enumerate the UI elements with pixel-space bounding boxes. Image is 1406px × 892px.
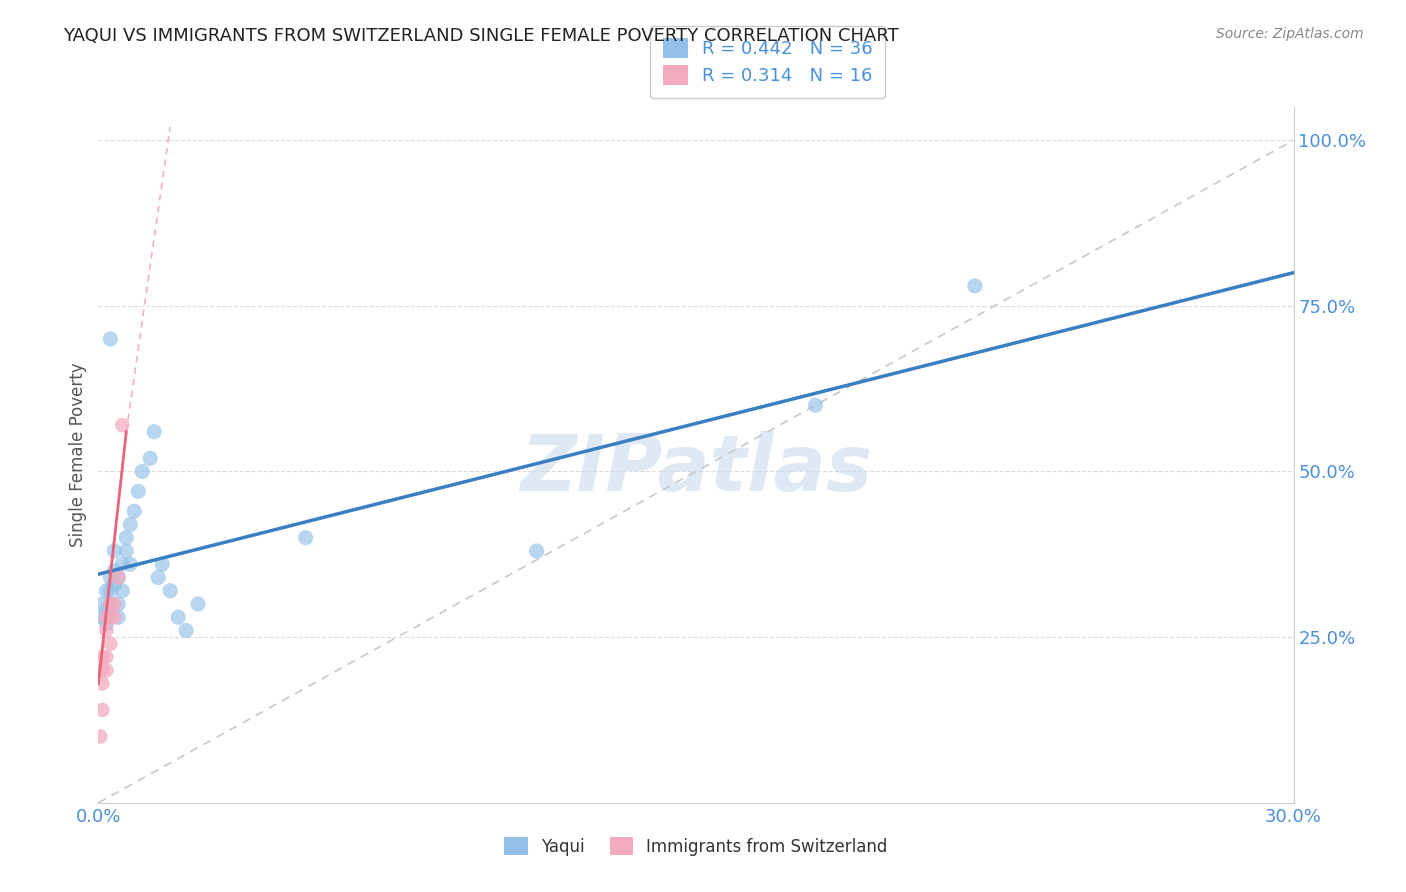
Point: [98, 570, 122, 584]
Point: [804, 398, 827, 412]
Point: [526, 544, 548, 558]
Point: [96, 663, 118, 677]
Point: [96, 610, 118, 624]
Point: [91, 650, 114, 665]
Point: [91, 676, 114, 690]
Point: [187, 597, 209, 611]
Point: [159, 583, 181, 598]
Point: [96, 624, 118, 638]
Point: [91, 597, 114, 611]
Point: [148, 570, 170, 584]
Point: [294, 531, 316, 545]
Point: [103, 544, 125, 558]
Point: [124, 504, 146, 518]
Point: [98, 597, 122, 611]
Text: ZIPatlas: ZIPatlas: [520, 431, 872, 507]
Point: [120, 558, 142, 572]
Point: [150, 558, 173, 572]
Point: [96, 583, 118, 598]
Point: [98, 637, 122, 651]
Point: [98, 610, 122, 624]
Point: [127, 484, 149, 499]
Point: [91, 703, 114, 717]
Legend: Yaqui, Immigrants from Switzerland: Yaqui, Immigrants from Switzerland: [496, 829, 896, 864]
Point: [115, 544, 138, 558]
Point: [98, 597, 122, 611]
Point: [96, 616, 118, 631]
Point: [96, 650, 118, 665]
Point: [107, 610, 129, 624]
Point: [98, 332, 122, 346]
Point: [89, 730, 111, 744]
Point: [167, 610, 190, 624]
Point: [143, 425, 166, 439]
Point: [98, 583, 122, 598]
Text: YAQUI VS IMMIGRANTS FROM SWITZERLAND SINGLE FEMALE POVERTY CORRELATION CHART: YAQUI VS IMMIGRANTS FROM SWITZERLAND SIN…: [63, 27, 898, 45]
Point: [963, 279, 986, 293]
Point: [111, 418, 134, 433]
Point: [91, 610, 114, 624]
Point: [131, 465, 153, 479]
Point: [107, 597, 129, 611]
Point: [111, 558, 134, 572]
Point: [91, 663, 114, 677]
Text: Source: ZipAtlas.com: Source: ZipAtlas.com: [1216, 27, 1364, 41]
Point: [103, 610, 125, 624]
Point: [103, 564, 125, 578]
Point: [120, 517, 142, 532]
Point: [107, 570, 129, 584]
Y-axis label: Single Female Poverty: Single Female Poverty: [69, 363, 87, 547]
Point: [107, 570, 129, 584]
Point: [103, 597, 125, 611]
Point: [96, 604, 118, 618]
Point: [111, 583, 134, 598]
Point: [139, 451, 162, 466]
Point: [174, 624, 197, 638]
Point: [115, 531, 138, 545]
Point: [103, 577, 125, 591]
